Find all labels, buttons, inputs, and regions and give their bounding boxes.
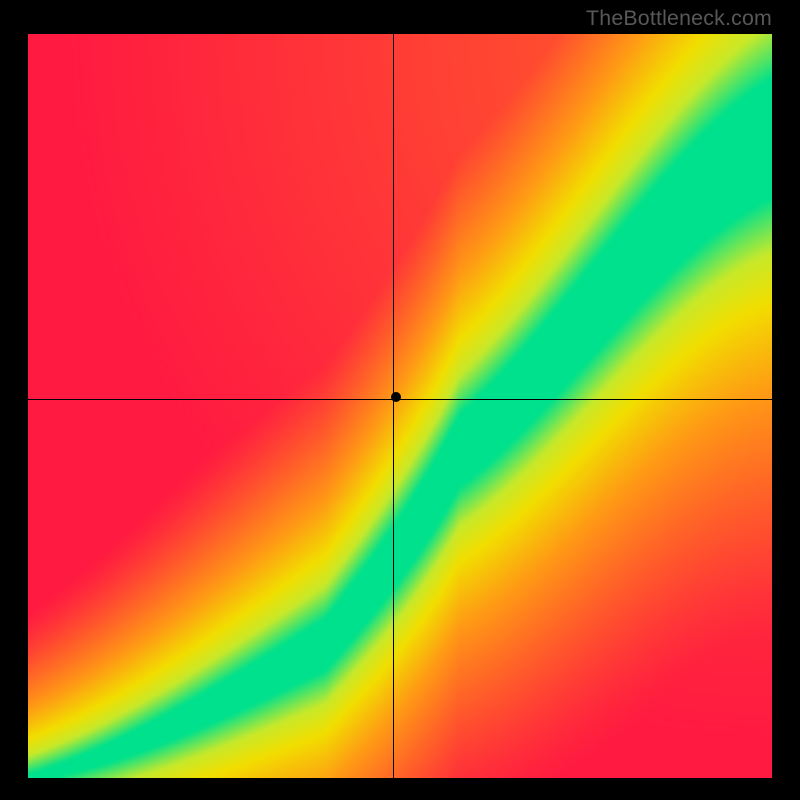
watermark-text: TheBottleneck.com: [586, 6, 772, 31]
heatmap-canvas: [28, 34, 772, 778]
heatmap-plot: [28, 34, 772, 778]
crosshair-vertical: [393, 34, 394, 778]
